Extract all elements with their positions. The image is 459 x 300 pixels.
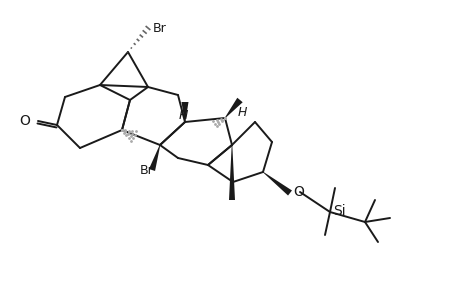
Text: Br: Br bbox=[153, 22, 166, 35]
Polygon shape bbox=[149, 145, 160, 171]
Polygon shape bbox=[224, 98, 242, 118]
Text: Si: Si bbox=[332, 204, 345, 218]
Text: O: O bbox=[19, 114, 30, 128]
Text: H: H bbox=[237, 106, 246, 119]
Polygon shape bbox=[262, 172, 291, 196]
Text: Br: Br bbox=[140, 164, 154, 177]
Polygon shape bbox=[181, 102, 188, 122]
Text: H: H bbox=[178, 109, 187, 122]
Polygon shape bbox=[229, 145, 235, 200]
Text: O: O bbox=[292, 185, 303, 199]
